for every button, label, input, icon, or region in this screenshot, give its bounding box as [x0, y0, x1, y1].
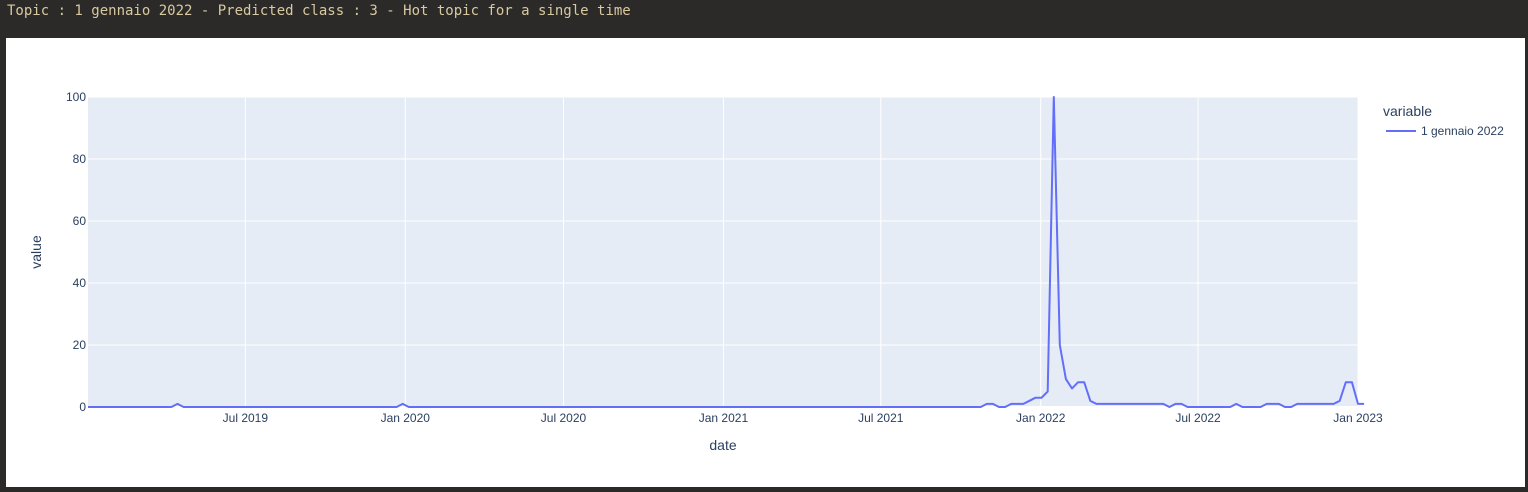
x-tick-label: Jan 2021 — [699, 411, 749, 425]
x-tick-label: Jul 2020 — [541, 411, 587, 425]
legend-title: variable — [1383, 103, 1432, 119]
y-tick-label: 100 — [66, 90, 86, 104]
x-tick-label: Jul 2021 — [858, 411, 904, 425]
line-chart: Jul 2019 Jan 2020 Jul 2020 Jan 2021 Jul 2021… — [28, 90, 1504, 453]
y-tick-label: 80 — [73, 152, 87, 166]
legend-item-label[interactable]: 1 gennaio 2022 — [1421, 124, 1504, 138]
y-axis-title: value — [28, 235, 44, 269]
x-tick-label: Jul 2019 — [223, 411, 269, 425]
window-title-bar: Topic : 1 gennaio 2022 - Predicted class… — [0, 0, 1528, 30]
series-layer — [88, 96, 1365, 408]
y-tick-label: 60 — [73, 214, 87, 228]
x-tick-label: Jan 2022 — [1016, 411, 1066, 425]
x-tick-label: Jul 2022 — [1175, 411, 1221, 425]
x-tick-labels: Jul 2019 Jan 2020 Jul 2020 Jan 2021 Jul 2021… — [223, 411, 1383, 425]
x-tick-label: Jan 2020 — [381, 411, 431, 425]
y-tick-labels: 0 20 40 60 80 100 — [66, 90, 86, 414]
y-tick-label: 20 — [73, 338, 87, 352]
y-tick-label: 0 — [79, 400, 86, 414]
series-line[interactable] — [88, 96, 1365, 408]
window-title: Topic : 1 gennaio 2022 - Predicted class… — [7, 3, 631, 19]
x-axis-title: date — [709, 437, 736, 453]
legend[interactable]: variable 1 gennaio 2022 — [1383, 103, 1504, 138]
chart-container: Jul 2019 Jan 2020 Jul 2020 Jan 2021 Jul 2021… — [6, 38, 1525, 487]
x-tick-label: Jan 2023 — [1333, 411, 1383, 425]
y-tick-label: 40 — [73, 276, 87, 290]
x-gridlines — [244, 97, 1359, 407]
